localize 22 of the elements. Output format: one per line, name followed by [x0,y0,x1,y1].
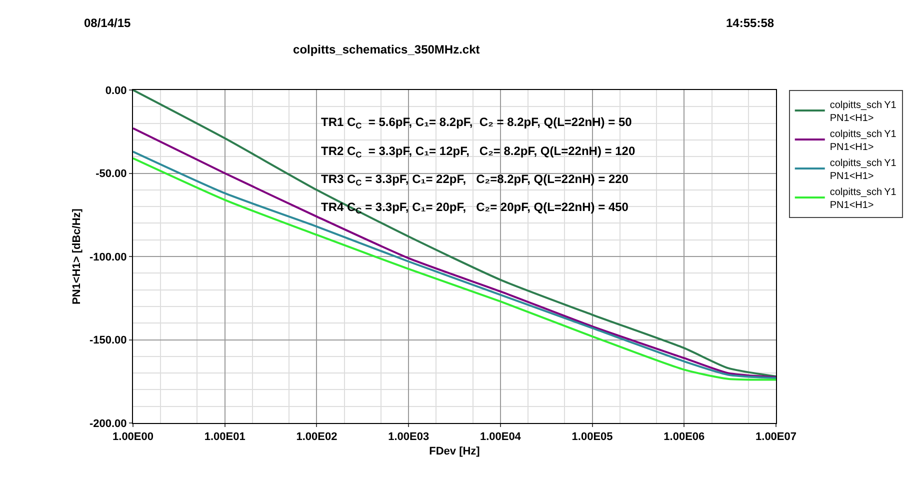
y-tick-label: -150.00 [89,334,127,347]
x-axis-title: FDev [Hz] [429,445,480,458]
y-tick-label: 0.00 [105,84,127,97]
y-axis-title: PN1<H1> [dBc/Hz] [71,208,84,304]
annotation: TR1 C$_{C}$ = 5.6pF, C₁= 8.2pF, C₂ = 8.2pF, Q(L=22nH) = 50 [321,115,632,131]
y-tick-label: -50.00 [96,168,127,180]
x-tick-label: 1.00E00 [112,431,154,444]
annotation: TR3 C$_{C}$ = 3.3pF, C₁= 22pF, C₂=8.2pF, Q(L=22nH) = 220 [321,172,629,188]
x-tick-label: 1.00E03 [388,431,430,444]
x-tick-label: 1.00E07 [756,431,796,444]
x-tick-label: 1.00E02 [296,431,338,444]
y-tick-label: -100.00 [89,251,127,264]
x-tick-label: 1.00E04 [480,431,522,444]
y-tick-label: -200.00 [89,418,127,430]
legend-label: colpitts_sch Y1 PN1<H1> [830,186,897,211]
annotation: TR2 C$_{C}$ = 3.3pF, C₁= 12pF, C₂= 8.2pF, Q(L=22nH) = 120 [321,144,636,160]
x-tick-label: 1.00E06 [664,431,705,444]
x-tick-label: 1.00E01 [204,431,246,444]
chart-title: colpitts_schematics_350MHz.ckt [293,42,480,56]
x-tick-label: 1.00E05 [572,431,613,444]
text: 14:55:58 [726,16,774,30]
text: 08/14/15 [84,16,132,30]
